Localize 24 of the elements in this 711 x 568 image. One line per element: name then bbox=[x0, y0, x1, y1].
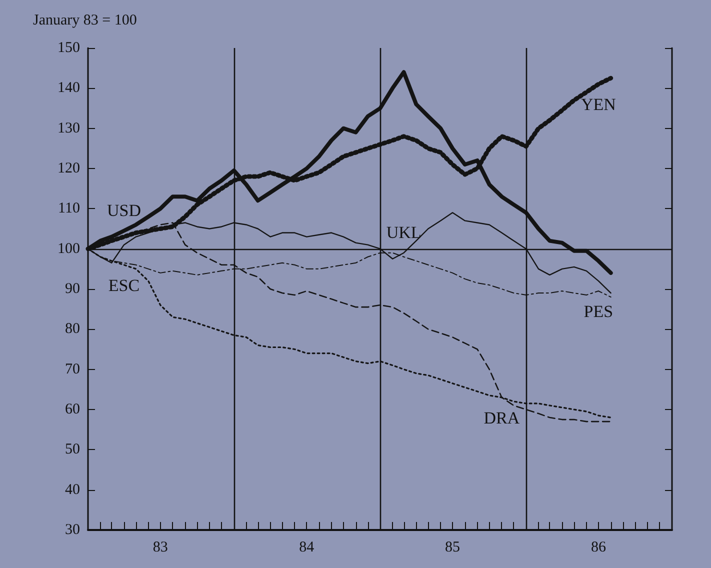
series-label: USD bbox=[106, 200, 141, 220]
series-label: ESC bbox=[108, 276, 140, 295]
y-tick-label: 70 bbox=[65, 361, 80, 378]
y-tick-label: 130 bbox=[58, 120, 80, 136]
y-tick-label: 140 bbox=[58, 80, 80, 96]
x-tick-label: 83 bbox=[152, 540, 168, 556]
y-tick-label: 60 bbox=[65, 402, 80, 418]
chart-title: January 83 = 100 bbox=[33, 12, 137, 28]
y-tick-label: 80 bbox=[65, 321, 80, 338]
series-label: DRA bbox=[484, 408, 520, 428]
x-tick-label: 85 bbox=[445, 540, 460, 556]
y-tick-label: 90 bbox=[65, 281, 80, 297]
x-tick-label: 86 bbox=[590, 540, 606, 556]
y-tick-label: 110 bbox=[58, 200, 80, 217]
y-tick-label: 120 bbox=[58, 160, 80, 176]
x-tick-label: 84 bbox=[299, 540, 315, 556]
y-tick-label: 150 bbox=[58, 40, 80, 56]
y-tick-label: 100 bbox=[58, 240, 80, 257]
y-tick-label: 50 bbox=[65, 442, 80, 458]
y-tick-label: 30 bbox=[65, 522, 80, 538]
series-label: PES bbox=[584, 302, 614, 322]
y-tick-label: 40 bbox=[65, 482, 80, 498]
series-label: UKL bbox=[386, 222, 422, 242]
series-label: YEN bbox=[580, 95, 616, 114]
